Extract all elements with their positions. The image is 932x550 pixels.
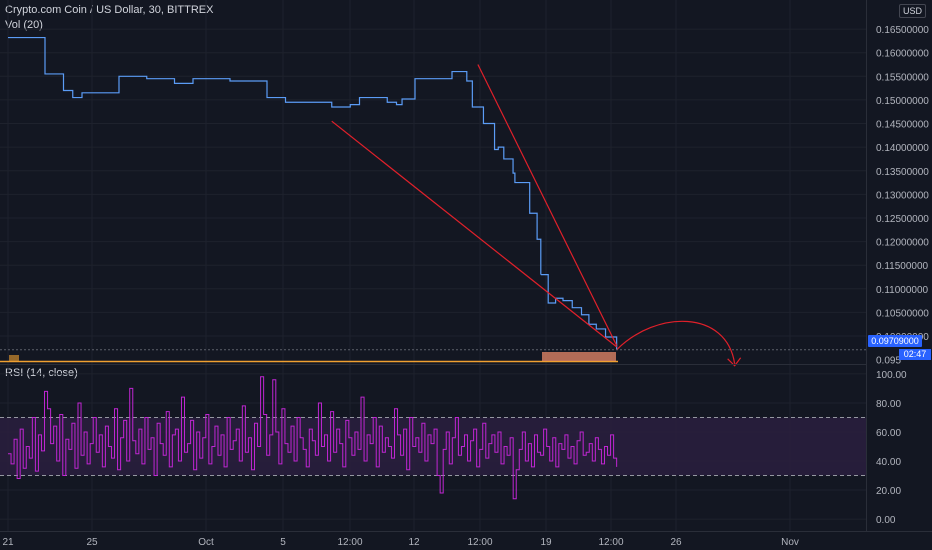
price-tick-label: 0.16000000 — [876, 49, 929, 60]
rsi-tick-label: 60.00 — [876, 428, 901, 439]
chart-title: Crypto.com Coin / US Dollar, 30, BITTREX — [5, 4, 214, 16]
time-tick-label: 19 — [540, 537, 552, 548]
projection-arrow — [616, 320, 736, 364]
price-tick-label: 0.11500000 — [876, 261, 929, 272]
currency-badge[interactable]: USD — [898, 4, 926, 18]
volume-bar — [9, 355, 19, 361]
rsi-indicator-label[interactable]: RSI (14, close) — [5, 367, 78, 379]
price-tick-label: 0.12500000 — [876, 214, 929, 225]
price-tick-label: 0.10500000 — [876, 308, 929, 319]
price-tick-label: 0.15000000 — [876, 96, 929, 107]
time-tick-label: 26 — [670, 537, 682, 548]
price-tick-label: 0.11000000 — [876, 285, 929, 296]
volume-bar — [542, 352, 616, 361]
price-line — [540, 274, 618, 350]
rsi-tick-label: 100.00 — [876, 370, 907, 381]
time-tick-label: 25 — [86, 537, 98, 548]
current-price-tag: 0.09709000 — [868, 335, 922, 347]
time-tick-label: 12:00 — [598, 537, 623, 548]
price-tick-label: 0.13000000 — [876, 190, 929, 201]
trendline — [477, 64, 618, 346]
price-tick-label: 0.16500000 — [876, 25, 929, 36]
price-tick-label: 0.12000000 — [876, 238, 929, 249]
candle-countdown-tag: 02:47 — [899, 349, 931, 360]
price-tick-label: 0.13500000 — [876, 167, 929, 178]
rsi-tick-label: 80.00 — [876, 399, 901, 410]
price-tick-label: 0.14500000 — [876, 120, 929, 131]
price-tick-label: 0.095 — [876, 356, 901, 367]
price-tick-label: 0.15500000 — [876, 72, 929, 83]
time-tick-label: 5 — [280, 537, 286, 548]
rsi-tick-label: 0.00 — [876, 515, 896, 526]
trendline — [331, 120, 618, 348]
time-tick-label: 12:00 — [467, 537, 492, 548]
time-tick-label: 21 — [2, 537, 14, 548]
time-tick-label: 12:00 — [337, 537, 362, 548]
rsi-tick-label: 20.00 — [876, 486, 901, 497]
projection-arrowhead — [727, 357, 742, 367]
price-line — [8, 36, 542, 275]
price-tick-label: 0.14000000 — [876, 143, 929, 154]
rsi-tick-label: 40.00 — [876, 457, 901, 468]
time-tick-label: 12 — [408, 537, 420, 548]
volume-indicator-label[interactable]: Vol (20) — [5, 19, 43, 31]
time-tick-label: Oct — [198, 537, 214, 548]
time-tick-label: Nov — [781, 537, 799, 548]
rsi-line — [8, 376, 618, 500]
rsi-band — [0, 417, 866, 476]
